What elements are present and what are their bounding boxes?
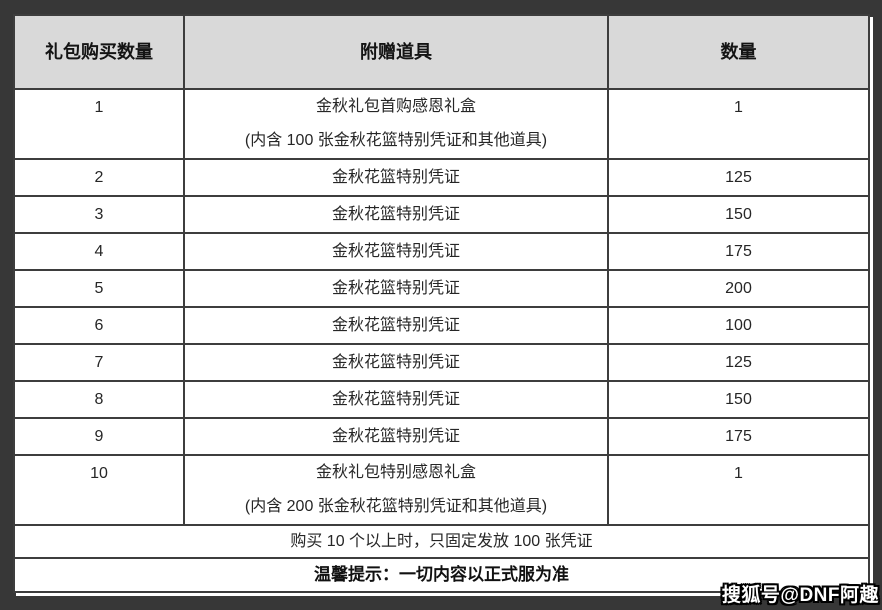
tip-text: 温馨提示：一切内容以正式服为准 bbox=[13, 557, 870, 593]
table-row: 2 金秋花篮特别凭证 125 bbox=[13, 158, 870, 197]
cell-purchase-count: 4 bbox=[13, 232, 185, 271]
cell-purchase-count: 10 bbox=[13, 454, 185, 526]
cell-item: 金秋花篮特别凭证 bbox=[183, 232, 609, 271]
table-row: 7 金秋花篮特别凭证 125 bbox=[13, 343, 870, 382]
table-row: 6 金秋花篮特别凭证 100 bbox=[13, 306, 870, 345]
cell-item: 金秋花篮特别凭证 bbox=[183, 158, 609, 197]
cell-amount: 200 bbox=[607, 269, 870, 308]
table-row: 4 金秋花篮特别凭证 175 bbox=[13, 232, 870, 271]
cell-amount: 125 bbox=[607, 343, 870, 382]
cell-item: 金秋花篮特别凭证 bbox=[183, 269, 609, 308]
item-note: (内含 100 张金秋花篮特别凭证和其他道具) bbox=[244, 132, 548, 149]
gift-package-table: 礼包购买数量 附赠道具 数量 1 金秋礼包首购感恩礼盒 (内含 100 张金秋花… bbox=[13, 14, 870, 593]
table-header: 礼包购买数量 附赠道具 数量 bbox=[13, 14, 870, 90]
cell-amount: 150 bbox=[607, 195, 870, 234]
item-note: (内含 200 张金秋花篮特别凭证和其他道具) bbox=[244, 498, 548, 515]
cell-purchase-count: 5 bbox=[13, 269, 185, 308]
cell-purchase-count: 8 bbox=[13, 380, 185, 419]
cell-item: 金秋礼包特别感恩礼盒 (内含 200 张金秋花篮特别凭证和其他道具) bbox=[183, 454, 609, 526]
item-name: 金秋礼包特别感恩礼盒 bbox=[315, 464, 476, 481]
footnote-row: 购买 10 个以上时，只固定发放 100 张凭证 bbox=[13, 524, 870, 559]
tip-row: 温馨提示：一切内容以正式服为准 bbox=[13, 557, 870, 593]
cell-amount: 125 bbox=[607, 158, 870, 197]
cell-amount: 1 bbox=[607, 88, 870, 160]
cell-item: 金秋花篮特别凭证 bbox=[183, 306, 609, 345]
col-header-item: 附赠道具 bbox=[183, 14, 609, 90]
cell-amount: 150 bbox=[607, 380, 870, 419]
col-header-purchase-count: 礼包购买数量 bbox=[13, 14, 185, 90]
cell-amount: 175 bbox=[607, 417, 870, 456]
watermark: 搜狐号@DNF阿趣 bbox=[721, 585, 879, 606]
cell-item: 金秋花篮特别凭证 bbox=[183, 195, 609, 234]
cell-amount: 1 bbox=[607, 454, 870, 526]
table-row: 3 金秋花篮特别凭证 150 bbox=[13, 195, 870, 234]
cell-item: 金秋花篮特别凭证 bbox=[183, 343, 609, 382]
gift-table-container: 礼包购买数量 附赠道具 数量 1 金秋礼包首购感恩礼盒 (内含 100 张金秋花… bbox=[13, 14, 870, 593]
table-row: 1 金秋礼包首购感恩礼盒 (内含 100 张金秋花篮特别凭证和其他道具) 1 bbox=[13, 88, 870, 160]
cell-amount: 100 bbox=[607, 306, 870, 345]
cell-item: 金秋花篮特别凭证 bbox=[183, 417, 609, 456]
table-row: 8 金秋花篮特别凭证 150 bbox=[13, 380, 870, 419]
header-row: 礼包购买数量 附赠道具 数量 bbox=[13, 14, 870, 90]
cell-item: 金秋礼包首购感恩礼盒 (内含 100 张金秋花篮特别凭证和其他道具) bbox=[183, 88, 609, 160]
col-header-amount: 数量 bbox=[607, 14, 870, 90]
table-row: 10 金秋礼包特别感恩礼盒 (内含 200 张金秋花篮特别凭证和其他道具) 1 bbox=[13, 454, 870, 526]
cell-purchase-count: 6 bbox=[13, 306, 185, 345]
cell-purchase-count: 2 bbox=[13, 158, 185, 197]
cell-purchase-count: 1 bbox=[13, 88, 185, 160]
table-row: 5 金秋花篮特别凭证 200 bbox=[13, 269, 870, 308]
cell-purchase-count: 9 bbox=[13, 417, 185, 456]
cell-item: 金秋花篮特别凭证 bbox=[183, 380, 609, 419]
footnote-text: 购买 10 个以上时，只固定发放 100 张凭证 bbox=[13, 524, 870, 559]
table-body: 1 金秋礼包首购感恩礼盒 (内含 100 张金秋花篮特别凭证和其他道具) 1 2… bbox=[13, 88, 870, 593]
cell-amount: 175 bbox=[607, 232, 870, 271]
cell-purchase-count: 7 bbox=[13, 343, 185, 382]
table-row: 9 金秋花篮特别凭证 175 bbox=[13, 417, 870, 456]
item-name: 金秋礼包首购感恩礼盒 bbox=[315, 98, 476, 115]
cell-purchase-count: 3 bbox=[13, 195, 185, 234]
